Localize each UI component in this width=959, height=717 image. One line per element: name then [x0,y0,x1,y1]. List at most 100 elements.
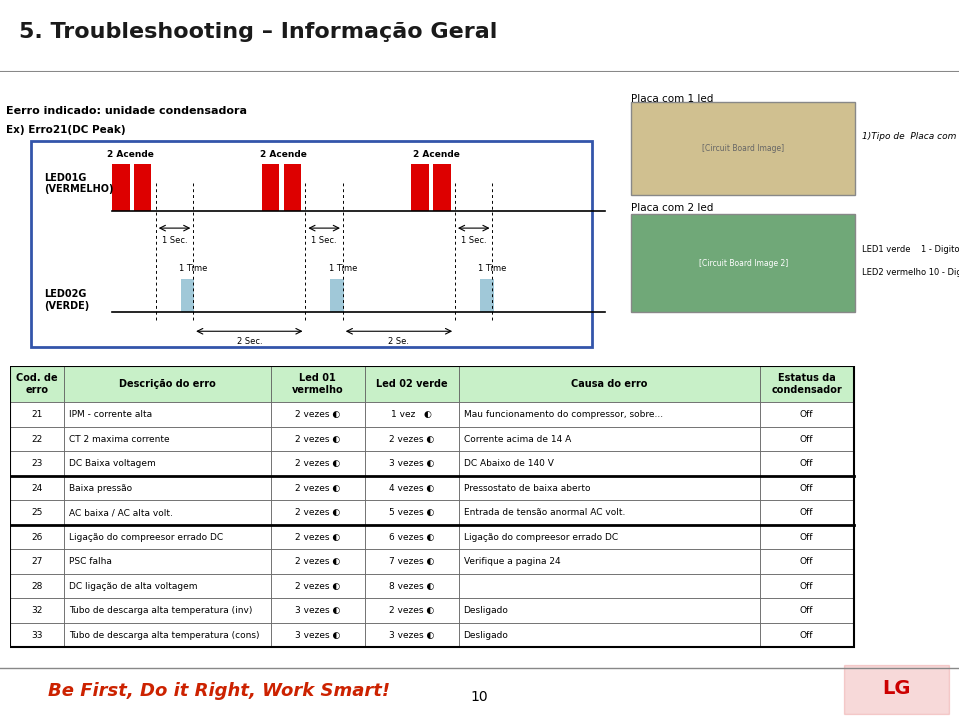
Text: DC ligação de alta voltagem: DC ligação de alta voltagem [69,581,198,591]
Text: Baixa pressão: Baixa pressão [69,484,132,493]
Text: 2 Sec.: 2 Sec. [237,337,262,346]
Text: 32: 32 [31,606,42,615]
Text: Off: Off [800,435,813,444]
Text: Placa com 1 led: Placa com 1 led [631,94,713,104]
Text: 1 Time: 1 Time [479,265,506,273]
Text: [Circuit Board Image 2]: [Circuit Board Image 2] [698,259,788,267]
Bar [270,402,364,427]
Bar [458,574,760,599]
Text: 2 Acende: 2 Acende [260,150,307,158]
Bar [458,366,760,402]
Bar [364,427,458,452]
Text: Be First, Do it Right, Work Smart!: Be First, Do it Right, Work Smart! [48,682,390,701]
Bar [844,665,949,714]
Bar [270,574,364,599]
Text: Off: Off [800,459,813,468]
Bar [458,525,760,549]
Bar [760,366,854,402]
Text: 2 vezes ◐: 2 vezes ◐ [295,581,340,591]
Bar [10,402,64,427]
Text: LG: LG [882,679,911,698]
Bar [458,500,760,525]
Text: Verifique a pagina 24: Verifique a pagina 24 [463,557,560,566]
Bar [330,279,344,312]
Text: 2 Acende: 2 Acende [107,150,154,158]
Bar [458,452,760,476]
Text: Off: Off [800,533,813,541]
Bar [631,102,855,195]
Text: 1 Time: 1 Time [179,265,207,273]
Bar [10,623,64,647]
Bar [458,599,760,623]
Bar [270,549,364,574]
Text: 24: 24 [32,484,42,493]
Text: 2 vezes ◐: 2 vezes ◐ [295,435,340,444]
Bar [760,623,854,647]
Bar [364,500,458,525]
Text: Pressostato de baixa aberto: Pressostato de baixa aberto [463,484,590,493]
Text: 25: 25 [31,508,42,517]
Text: 28: 28 [31,581,42,591]
Text: Desligado: Desligado [463,631,508,640]
Bar [364,525,458,549]
Bar [64,476,270,500]
Bar [364,549,458,574]
Bar [10,427,64,452]
Bar [364,402,458,427]
Text: 3 vezes ◐: 3 vezes ◐ [389,631,434,640]
Text: LED1 verde    1 - Digito: LED1 verde 1 - Digito [862,245,959,254]
Bar [364,574,458,599]
Bar [458,623,760,647]
Bar [10,574,64,599]
Text: LED2 vermelho 10 - Digito: LED2 vermelho 10 - Digito [862,268,959,277]
Text: 21: 21 [31,410,42,419]
Text: Entrada de tensão anormal AC volt.: Entrada de tensão anormal AC volt. [463,508,625,517]
Bar [270,427,364,452]
Text: 26: 26 [31,533,42,541]
Bar [270,476,364,500]
Bar [64,599,270,623]
Text: Off: Off [800,631,813,640]
Bar [270,525,364,549]
Bar [631,214,855,312]
Text: Cod. de
erro: Cod. de erro [16,374,58,395]
Text: 33: 33 [31,631,42,640]
Bar [10,599,64,623]
Text: Off: Off [800,606,813,615]
Text: Ligação do compreesor errado DC: Ligação do compreesor errado DC [463,533,618,541]
Text: Ex) Erro21(DC Peak): Ex) Erro21(DC Peak) [7,125,126,135]
Bar [760,452,854,476]
Bar [64,500,270,525]
Bar [10,366,854,647]
Text: 3 vezes ◐: 3 vezes ◐ [389,459,434,468]
Bar [433,164,451,211]
Text: 2 Se.: 2 Se. [388,337,409,346]
Text: 1 Sec.: 1 Sec. [312,236,337,245]
Text: 8 vezes ◐: 8 vezes ◐ [389,581,434,591]
Bar [134,164,152,211]
Bar [458,476,760,500]
Bar [458,427,760,452]
Text: Ligação do compreesor errado DC: Ligação do compreesor errado DC [69,533,222,541]
Text: 4 vezes ◐: 4 vezes ◐ [389,484,434,493]
Text: 5 vezes ◐: 5 vezes ◐ [389,508,434,517]
Bar [760,599,854,623]
Text: 7 vezes ◐: 7 vezes ◐ [389,557,434,566]
Text: 1 vez   ◐: 1 vez ◐ [391,410,433,419]
Text: Eerro indicado: unidade condensadora: Eerro indicado: unidade condensadora [7,105,247,115]
Text: IPM - corrente alta: IPM - corrente alta [69,410,152,419]
Bar [10,549,64,574]
Text: AC baixa / AC alta volt.: AC baixa / AC alta volt. [69,508,173,517]
Bar [270,366,364,402]
Text: 2 vezes ◐: 2 vezes ◐ [295,484,340,493]
Bar [64,525,270,549]
Text: Led 01
vermelho: Led 01 vermelho [292,374,343,395]
Text: Off: Off [800,581,813,591]
Bar [262,164,279,211]
Bar [760,427,854,452]
Text: Led 02 verde: Led 02 verde [376,379,448,389]
Bar [10,452,64,476]
Bar [64,574,270,599]
Bar [10,500,64,525]
Text: 1)Tipo de  Placa com 1 LED: 1)Tipo de Placa com 1 LED [862,132,959,141]
